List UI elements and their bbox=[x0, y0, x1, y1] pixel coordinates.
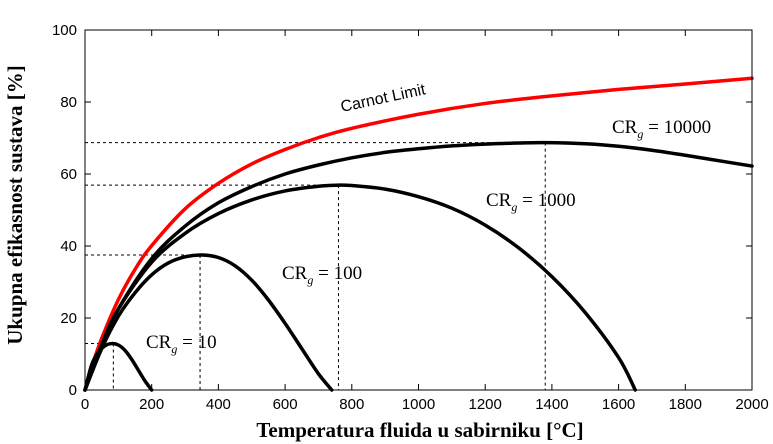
series-line-cr-g-10000 bbox=[83, 140, 754, 392]
x-tick-label: 800 bbox=[339, 396, 364, 413]
reference-lines bbox=[85, 142, 546, 390]
series-line-cr-g-1000 bbox=[83, 183, 638, 392]
label-cr1000: CRg = 1000 bbox=[486, 190, 576, 214]
x-tick-label: 1200 bbox=[469, 396, 502, 413]
x-tick-label: 600 bbox=[273, 396, 298, 413]
y-tick-label: 80 bbox=[60, 94, 77, 111]
x-axis-title: Temperatura fluida u sabirniku [°C] bbox=[256, 418, 583, 442]
label-carnot: Carnot Limit bbox=[339, 81, 427, 116]
x-tick-label: 1800 bbox=[669, 396, 702, 413]
x-tick-label: 2000 bbox=[735, 396, 768, 413]
label-cr100: CRg = 100 bbox=[282, 263, 362, 287]
carnot-limit-line bbox=[83, 76, 754, 392]
y-tick-label: 40 bbox=[60, 238, 77, 255]
axis-ticks: 0 200 400 600 800 1000 1200 1400 1600 1800 2000 0 20… bbox=[52, 22, 769, 413]
x-tick-label: 1000 bbox=[402, 396, 435, 413]
series-layer bbox=[83, 76, 754, 392]
series-line-cr-g-100 bbox=[83, 253, 334, 392]
x-tick-label: 1400 bbox=[535, 396, 568, 413]
y-tick-label: 100 bbox=[52, 22, 77, 39]
label-cr10: CRg = 10 bbox=[146, 332, 217, 356]
x-tick-label: 1600 bbox=[602, 396, 635, 413]
label-cr10000: CRg = 10000 bbox=[612, 117, 711, 141]
x-tick-label: 400 bbox=[206, 396, 231, 413]
x-tick-label: 200 bbox=[139, 396, 164, 413]
y-axis-title: Ukupna efikasnost sustava [%] bbox=[3, 65, 27, 344]
x-tick-label: 0 bbox=[81, 396, 89, 413]
y-tick-label: 0 bbox=[69, 382, 77, 399]
y-tick-label: 60 bbox=[60, 166, 77, 183]
y-tick-label: 20 bbox=[60, 310, 77, 327]
